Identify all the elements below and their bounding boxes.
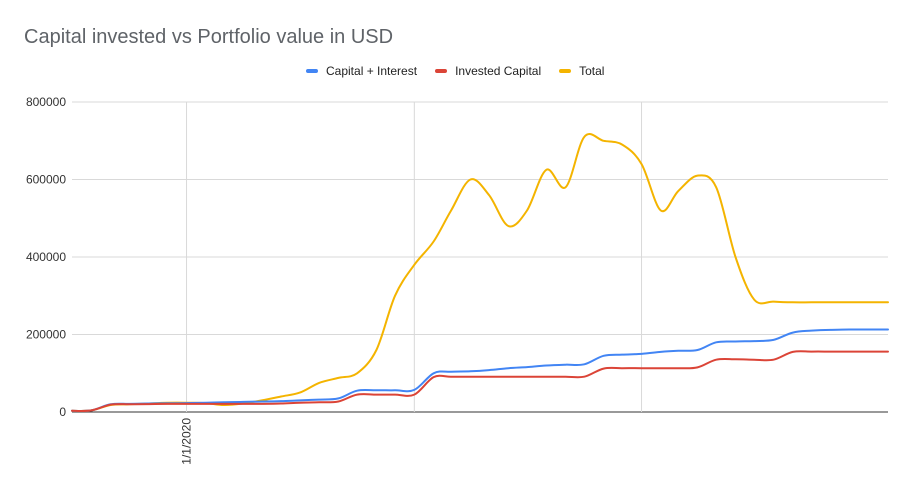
legend-item-total[interactable]: Total <box>559 64 604 78</box>
series-line-invested-capital <box>71 350 889 413</box>
series-line-total <box>71 133 889 412</box>
legend-item-invested-capital[interactable]: Invested Capital <box>435 64 541 78</box>
x-tick-label: 1/1/2020 <box>180 418 194 465</box>
y-tick-label: 400000 <box>26 250 66 264</box>
y-tick-label: 0 <box>59 405 66 419</box>
legend-label-invested-capital: Invested Capital <box>455 64 542 78</box>
y-tick-label: 600000 <box>26 173 66 187</box>
legend-item-capital-interest[interactable]: Capital + Interest <box>306 64 417 78</box>
legend-swatch-total <box>559 69 572 73</box>
legend: Capital + Interest Invested Capital Tota… <box>306 64 604 78</box>
legend-swatch-invested-capital <box>435 69 448 73</box>
legend-label-capital-interest: Capital + Interest <box>326 64 418 78</box>
legend-label-total: Total <box>579 64 605 78</box>
y-tick-label: 800000 <box>26 95 66 109</box>
series-line-capital-interest <box>71 328 889 413</box>
chart-title: Capital invested vs Portfolio value in U… <box>24 26 394 48</box>
y-tick-label: 200000 <box>26 328 66 342</box>
legend-swatch-capital-interest <box>306 69 318 73</box>
